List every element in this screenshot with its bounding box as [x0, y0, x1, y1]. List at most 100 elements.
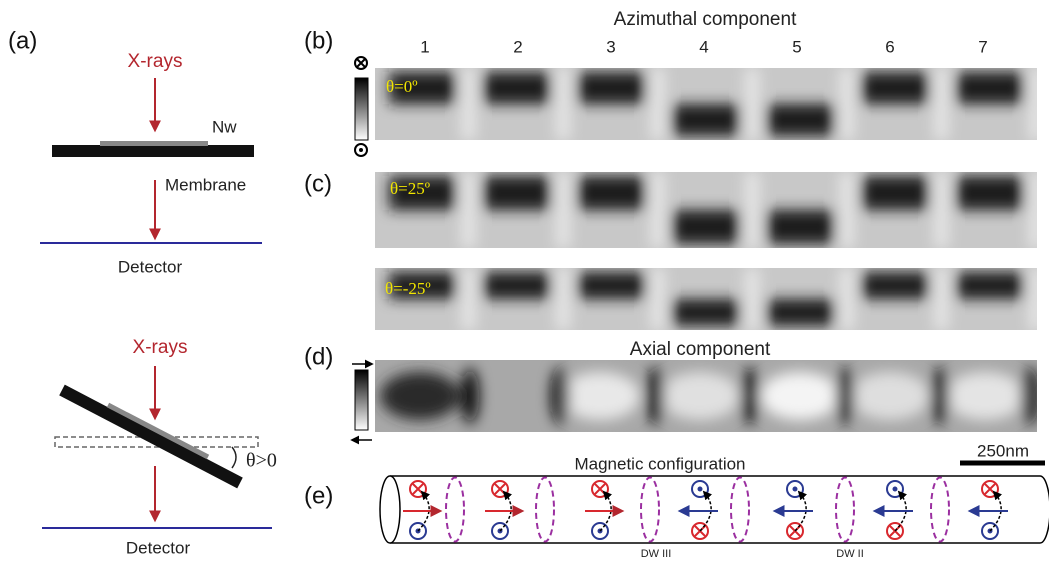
dark-wall — [1021, 368, 1039, 424]
light-wall — [1029, 68, 1043, 140]
panel-label: (a) — [8, 27, 37, 54]
light-wall — [556, 172, 570, 248]
dark-region — [673, 299, 740, 326]
membrane — [52, 145, 254, 157]
angle-arc — [232, 447, 236, 468]
light-wall — [745, 268, 759, 330]
domain-wall — [641, 478, 659, 542]
detector-label: Detector — [126, 538, 191, 557]
panel-label: (d) — [304, 343, 333, 370]
light-wall — [462, 68, 476, 140]
into-symbol — [357, 59, 365, 67]
dark-region — [673, 210, 740, 244]
blob — [660, 372, 740, 420]
colorbar — [355, 78, 368, 140]
wall-label: DW II — [836, 548, 864, 560]
light-wall — [745, 172, 759, 248]
dark-region — [956, 272, 1023, 299]
dark-region — [767, 210, 834, 244]
blob — [760, 372, 840, 420]
blob — [380, 372, 460, 420]
dark-region — [484, 176, 551, 210]
scale-label: 250nm — [977, 441, 1029, 460]
domain-wall — [731, 478, 749, 542]
domain-wall — [836, 478, 854, 542]
light-wall — [556, 268, 570, 330]
light-wall — [1029, 172, 1043, 248]
xrays-label: X-rays — [128, 51, 183, 72]
blob — [560, 372, 640, 420]
figure: (a) (b) (c) (d) (e) X-rays X-rays Nw Mem… — [0, 0, 1049, 562]
nanowire — [108, 405, 208, 457]
azimuthal-title: Azimuthal component — [614, 9, 797, 30]
light-wall — [651, 68, 665, 140]
column-label: 1 — [420, 37, 429, 56]
light-wall — [934, 268, 948, 330]
dark-region — [578, 72, 645, 104]
image — [375, 360, 1039, 432]
blob — [945, 372, 1025, 420]
light-wall — [840, 268, 854, 330]
membrane-label: Membrane — [165, 175, 246, 194]
dark-region — [956, 72, 1023, 104]
panel-label: (c) — [304, 170, 332, 197]
dark-region — [862, 176, 929, 210]
dark-wall — [741, 368, 759, 424]
dark-region — [862, 72, 929, 104]
dark-wall — [836, 368, 854, 424]
angle-label: θ>0 — [246, 450, 277, 472]
light-wall — [1029, 268, 1043, 330]
dark-wall — [551, 368, 569, 424]
image-label: θ=-25º — [385, 279, 431, 298]
cylinder-end — [1040, 476, 1049, 543]
shapes — [40, 57, 1049, 543]
xrays-label: X-rays — [133, 337, 188, 358]
axial-title: Axial component — [630, 339, 771, 360]
dark-region — [862, 272, 929, 299]
colorbar — [355, 370, 368, 430]
dark-region — [767, 299, 834, 326]
column-label: 5 — [792, 37, 801, 56]
out-symbol — [793, 487, 798, 492]
light-wall — [934, 172, 948, 248]
dark-wall — [461, 368, 479, 424]
column-label: 7 — [978, 37, 987, 56]
column-label: 4 — [699, 37, 708, 56]
image — [375, 268, 1043, 330]
image — [375, 172, 1043, 248]
blob — [850, 372, 930, 420]
dark-region — [578, 176, 645, 210]
configuration-title: Magnetic configuration — [574, 454, 745, 473]
domain-wall — [446, 478, 464, 542]
wall-label: DW III — [641, 548, 672, 560]
light-wall — [462, 172, 476, 248]
domain-wall — [931, 478, 949, 542]
nanowire — [100, 141, 208, 146]
detector-label: Detector — [118, 257, 183, 276]
dark-wall — [931, 368, 949, 424]
dark-wall — [646, 368, 664, 424]
image-label: θ=25º — [390, 179, 430, 198]
column-label: 3 — [606, 37, 615, 56]
panel-label: (e) — [304, 482, 333, 509]
light-wall — [462, 268, 476, 330]
dark-region — [578, 272, 645, 299]
dark-region — [767, 104, 834, 136]
panel-label: (b) — [304, 27, 333, 54]
dark-region — [484, 272, 551, 299]
light-wall — [651, 268, 665, 330]
column-labels: 1 2 3 4 5 6 7 — [420, 37, 987, 56]
nw-label: Nw — [212, 117, 237, 136]
light-wall — [934, 68, 948, 140]
image-label: θ=0º — [386, 77, 418, 96]
column-label: 6 — [885, 37, 894, 56]
domain-wall — [536, 478, 554, 542]
column-label: 2 — [513, 37, 522, 56]
light-wall — [840, 172, 854, 248]
dark-region — [673, 104, 740, 136]
dark-region — [484, 72, 551, 104]
out-symbol — [359, 148, 363, 152]
light-wall — [840, 68, 854, 140]
out-symbol — [698, 487, 703, 492]
image — [375, 68, 1043, 140]
